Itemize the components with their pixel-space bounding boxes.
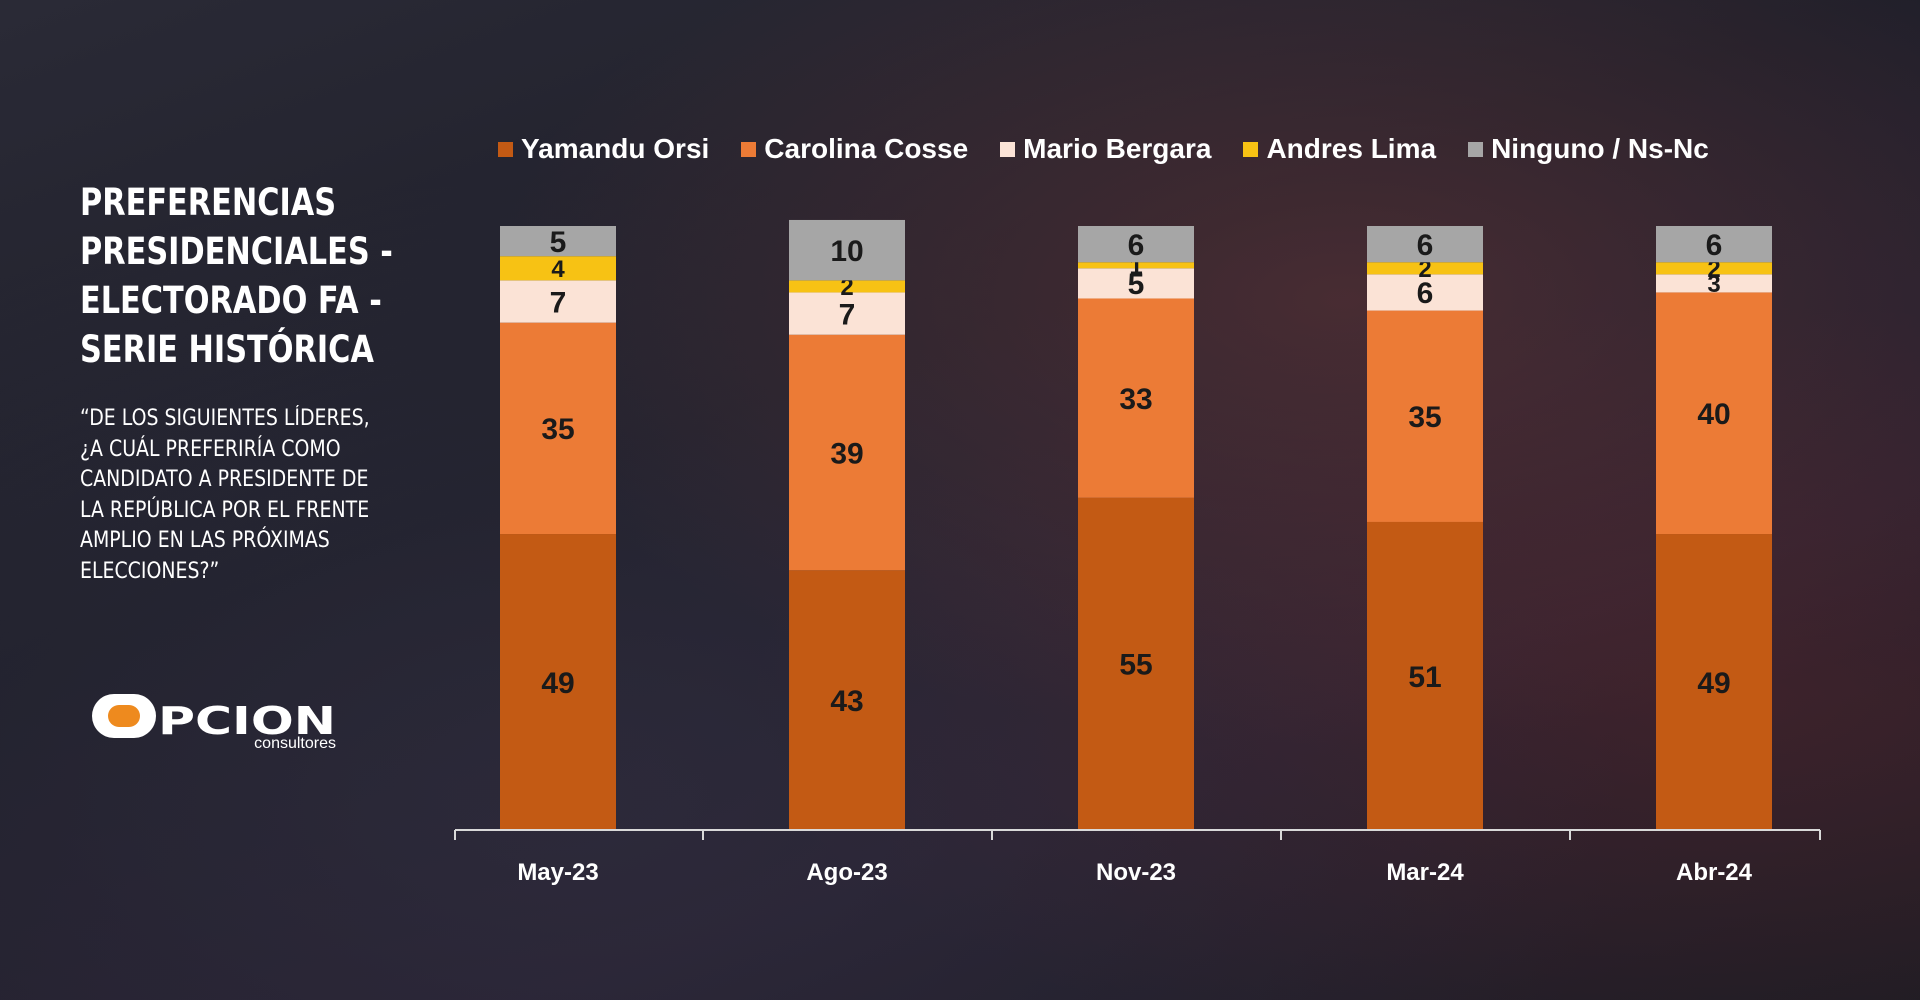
logo-wordmark: PCION: [158, 699, 336, 743]
title-line: PREFERENCIAS: [80, 181, 337, 224]
bar-segment: [1367, 521, 1483, 830]
bar-segment: [789, 570, 905, 830]
question-line: CANDIDATO A PRESIDENTE DE: [80, 467, 369, 492]
bar-segment: [1367, 310, 1483, 522]
bar-segment: [500, 256, 616, 281]
question-line: AMPLIO EN LAS PRÓXIMAS: [80, 528, 330, 553]
bar-segment: [1656, 262, 1772, 275]
data-label: 35: [1408, 401, 1441, 434]
legend-item: Carolina Cosse: [741, 133, 968, 165]
data-label: 35: [541, 413, 574, 446]
bar-segment: [500, 280, 616, 323]
opcion-logo: PCION consultores: [92, 694, 336, 750]
data-label: 5: [550, 226, 567, 259]
bar-segment: [789, 280, 905, 293]
data-label: 40: [1697, 398, 1730, 431]
x-tick-label: May-23: [517, 859, 598, 886]
bar-segment: [1656, 534, 1772, 830]
question-line: “DE LOS SIGUIENTES LÍDERES,: [80, 406, 370, 431]
legend-label: Mario Bergara: [1023, 133, 1212, 164]
data-label: 6: [1706, 229, 1723, 262]
title-line: ELECTORADO FA -: [80, 279, 382, 322]
survey-question: “DE LOS SIGUIENTES LÍDERES, ¿A CUÁL PREF…: [80, 404, 390, 587]
bar-segment: [1367, 274, 1483, 311]
data-label: 7: [550, 286, 567, 319]
question-line: LA REPÚBLICA POR EL FRENTE: [80, 497, 370, 523]
bar-segment: [500, 534, 616, 830]
data-label: 4: [551, 256, 565, 283]
bar-segment: [789, 219, 905, 281]
title-line: PRESIDENCIALES -: [80, 230, 393, 273]
data-label: 7: [839, 298, 856, 331]
data-label: 5: [1128, 268, 1145, 301]
data-label: 33: [1119, 383, 1152, 416]
data-label: 2: [1707, 256, 1720, 283]
bar-segment: [500, 226, 616, 257]
bar-segment: [789, 292, 905, 335]
legend-label: Yamandu Orsi: [521, 133, 710, 164]
legend-swatch: [498, 141, 513, 157]
bar-segment: [1656, 292, 1772, 535]
legend-item: Andres Lima: [1243, 133, 1436, 165]
logo-o-inner: [108, 705, 140, 727]
data-label: 2: [840, 274, 853, 301]
title-line: SERIE HISTÓRICA: [80, 328, 374, 371]
data-label: 55: [1119, 649, 1152, 682]
legend-item: Ninguno / Ns-Nc: [1468, 133, 1709, 165]
bar-segment: [1078, 497, 1194, 830]
bar-segment: [1078, 298, 1194, 498]
bar-segment: [500, 322, 616, 535]
question-line: ELECCIONES?”: [80, 558, 220, 584]
data-label: 2: [1418, 256, 1431, 283]
logo-tagline: consultores: [254, 735, 336, 750]
data-label: 51: [1408, 661, 1441, 694]
bar-segment: [1367, 262, 1483, 275]
bar-segment: [1656, 274, 1772, 293]
legend-label: Ninguno / Ns-Nc: [1491, 133, 1709, 164]
question-line: ¿A CUÁL PREFERIRÍA COMO: [80, 436, 341, 462]
legend-item: Mario Bergara: [1000, 133, 1211, 165]
bar-segment: [1656, 226, 1772, 263]
data-label: 43: [830, 685, 863, 718]
data-label: 10: [830, 235, 863, 268]
data-label: 6: [1128, 229, 1145, 262]
data-label: 3: [1707, 271, 1720, 298]
bar-segment: [1078, 262, 1194, 269]
legend-swatch: [1243, 141, 1259, 157]
data-label: 6: [1417, 277, 1434, 310]
legend-item: Yamandu Orsi: [498, 133, 709, 165]
x-tick-label: Ago-23: [806, 859, 887, 886]
x-tick-label: Nov-23: [1096, 859, 1176, 886]
bar-segment: [789, 334, 905, 571]
data-label: 49: [1697, 667, 1730, 700]
x-tick-label: Abr-24: [1676, 859, 1753, 886]
x-tick-label: Mar-24: [1386, 859, 1464, 886]
legend-label: Carolina Cosse: [764, 133, 969, 164]
bar-segment: [1367, 226, 1483, 263]
chart-legend: Yamandu Orsi Carolina Cosse Mario Bergara A…: [498, 133, 1741, 165]
legend-swatch: [1468, 141, 1484, 157]
bar-segment: [1078, 226, 1194, 263]
data-label: 6: [1417, 229, 1434, 262]
data-label: 49: [541, 667, 574, 700]
legend-swatch: [1000, 141, 1016, 157]
bar-segment: [1078, 268, 1194, 299]
chart-title: PREFERENCIAS PRESIDENCIALES - ELECTORADO…: [80, 178, 393, 374]
legend-label: Andres Lima: [1266, 133, 1437, 164]
data-label: 39: [830, 437, 863, 470]
legend-swatch: [741, 141, 757, 157]
